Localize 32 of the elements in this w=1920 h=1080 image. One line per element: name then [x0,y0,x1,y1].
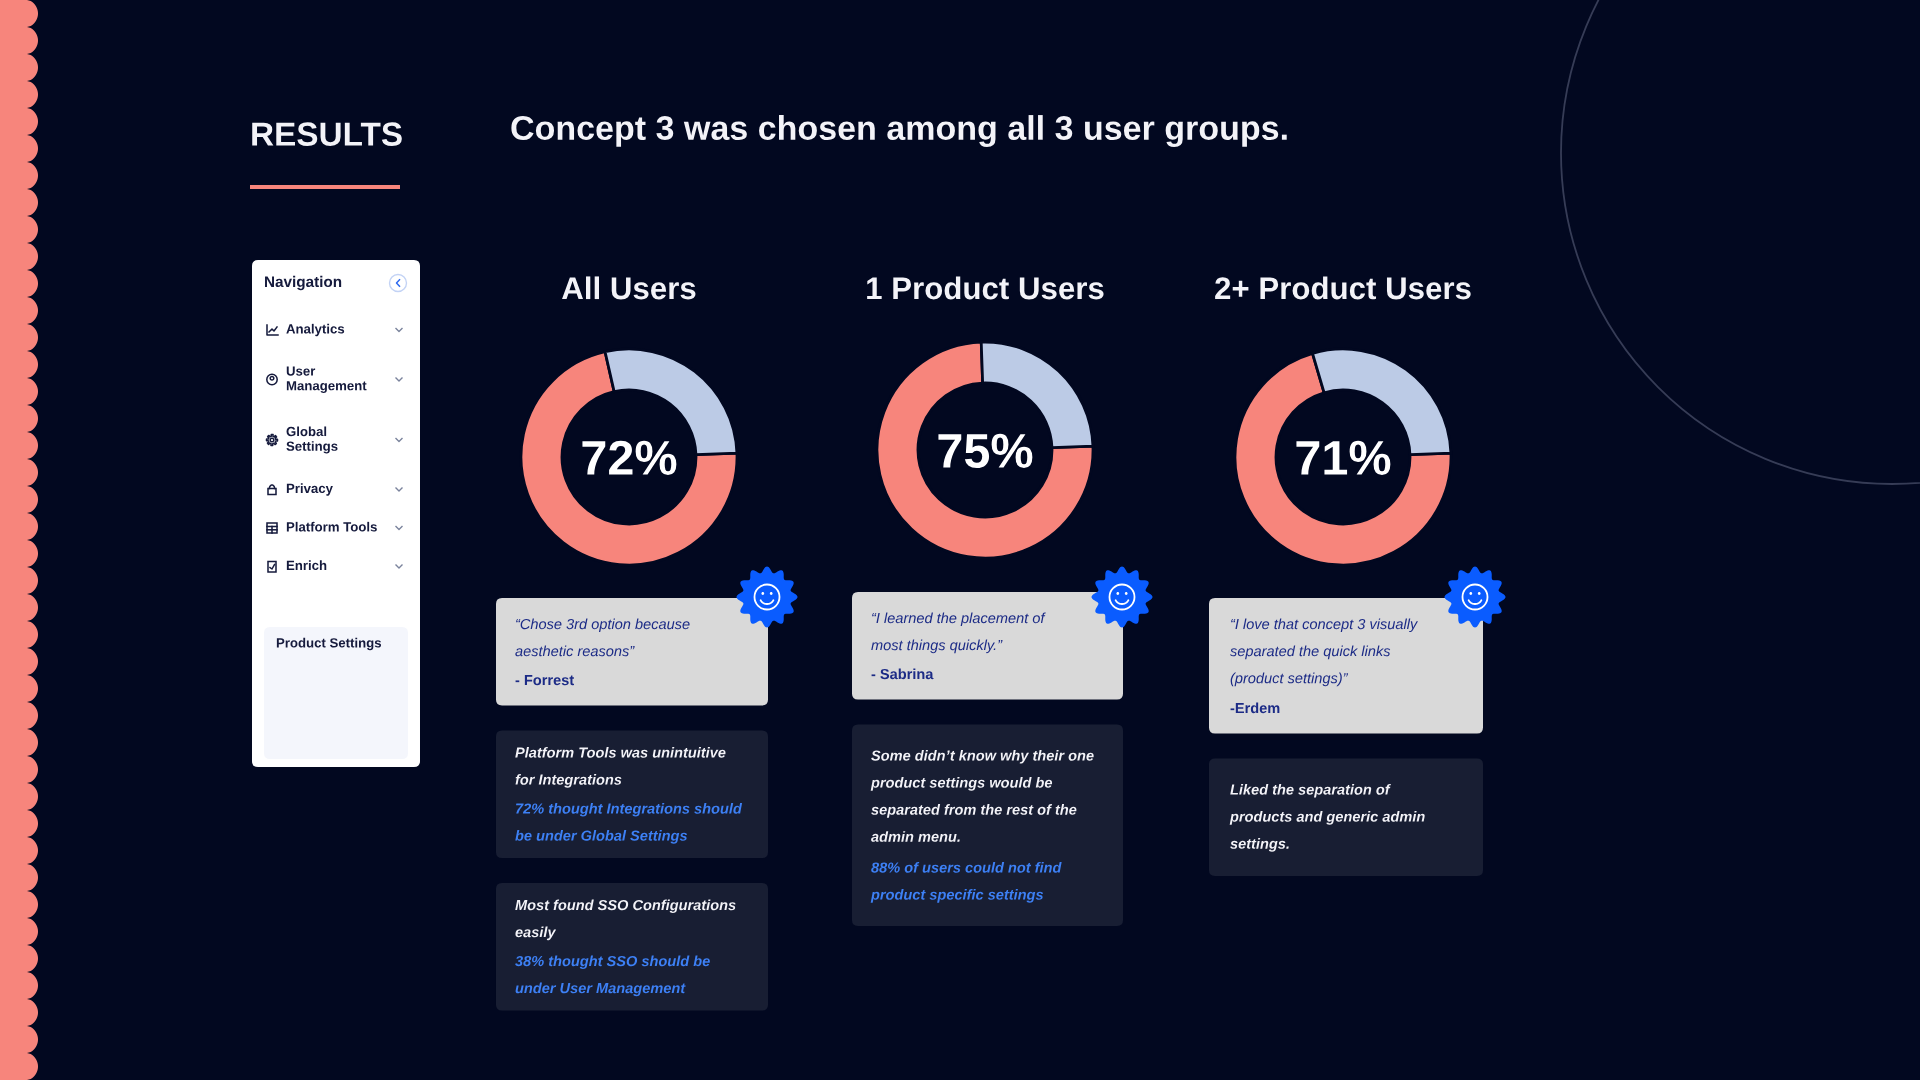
text: - Sabrina [871,668,934,680]
text: “I love that concept 3 visually separated the quick links (product settings)” [1230,618,1418,687]
text: Navigation [265,275,342,291]
chart-title: All Users [562,276,696,300]
text: Analytics [286,323,345,337]
text: “I learned the placement of most things quickly.” [871,612,1046,654]
chart-title: 2+ Product Users [1215,276,1471,300]
text: Concept 3 was chosen among all 3 user groups. [511,115,1287,147]
text: Some didn’t know why their one product settings would be separated from the rest of the admin menu. [870,750,1094,842]
donut-slice [1233,352,1453,567]
text: User Management [286,366,367,394]
text: 38% thought SSO should be under User Management [515,955,710,997]
text: Product Settings [276,637,382,651]
text: Privacy [286,483,333,496]
data-label: 71% [1296,440,1391,475]
text: Enrich [286,560,327,571]
text: Most found SSO Configurations easily [515,899,736,941]
donut-slice [875,340,1095,560]
text: “Chose 3rd option because aesthetic reasons” [515,618,690,657]
text: Liked the separation of products and generic admin settings. [1229,784,1425,852]
donut-slice [519,350,739,567]
text: -Erdem [1230,702,1280,714]
data-label: 75% [938,433,1033,469]
text: RESULTS [252,122,402,146]
text: 88% of users could not find product specific settings [870,862,1062,903]
chart-title: 1 Product Users [867,276,1104,300]
text: Platform Tools was unintuitive for Integrations [515,747,726,788]
text: Platform Tools [286,521,377,532]
text: Global Settings [286,426,338,454]
text: 72% thought Integrations should be under Global Settings [515,803,743,844]
data-label: 72% [582,440,677,475]
text: - Forrest [515,675,574,686]
